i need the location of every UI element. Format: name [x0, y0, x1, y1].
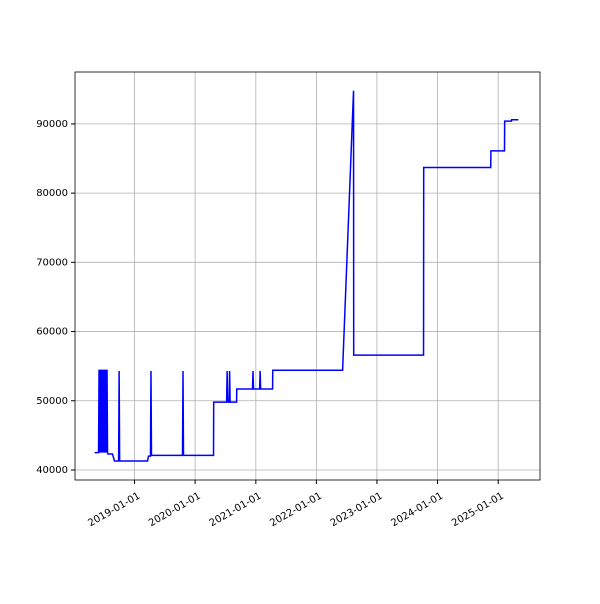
plot-frame [74, 71, 541, 481]
y-tick-label: 80000 [36, 188, 68, 199]
data-line [94, 90, 519, 462]
y-tick-label: 40000 [36, 465, 68, 476]
y-tick-label: 50000 [36, 396, 68, 407]
y-tick-label: 90000 [36, 119, 68, 130]
y-tick-label: 70000 [36, 257, 68, 268]
y-tick-label: 60000 [36, 327, 68, 338]
